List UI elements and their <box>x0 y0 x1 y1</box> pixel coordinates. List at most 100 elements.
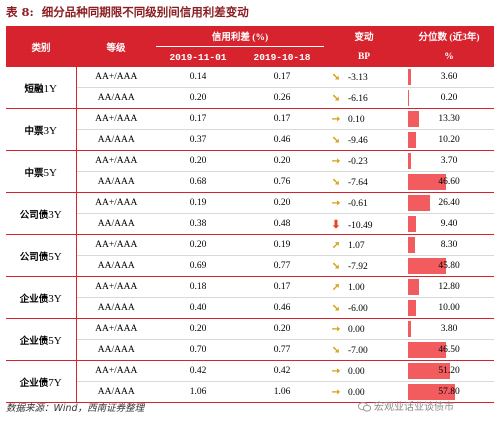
category-term: 3Y <box>43 124 57 137</box>
change-value: -7.64 <box>348 177 368 188</box>
change-cell: ➘ -7.64 <box>324 171 405 193</box>
category-cell: 企业债5Y <box>6 318 77 361</box>
percentile-cell: 45.80 <box>404 255 495 277</box>
percentile-cell: 3.80 <box>404 318 495 340</box>
category-term: 5Y <box>43 166 57 179</box>
caption-title: 细分品种同期限不同级别间信用利差变动 <box>41 5 249 19</box>
category-cell: 公司债3Y <box>6 192 77 235</box>
table-row: AA/AAA 0.20 0.26 ➘ -6.16 0.20 <box>6 87 495 109</box>
percentile-value: 13.30 <box>438 114 460 124</box>
source-note: 数据来源：Wind，西南证券整理 <box>6 403 145 414</box>
grade-cell: AA+/AAA <box>76 67 156 88</box>
arrow-right-icon: ➙ <box>331 197 341 209</box>
change-value: -6.00 <box>348 303 368 314</box>
table-row: AA/AAA 0.68 0.76 ➘ -7.64 46.60 <box>6 171 495 193</box>
arrow-down-right-icon: ➘ <box>331 260 341 272</box>
percentile-cell: 9.40 <box>404 213 495 235</box>
header-percentile: 分位数 (近3年) <box>404 26 495 47</box>
table-row: AA/AAA 0.37 0.46 ➘ -9.46 10.20 <box>6 129 495 151</box>
spread-2019-10-18-cell: 0.46 <box>240 129 325 151</box>
category-name: 企业债 <box>19 378 49 389</box>
grade-cell: AA+/AAA <box>76 150 156 172</box>
table-caption: 表 8: 细分品种同期限不同级别间信用利差变动 <box>6 4 249 20</box>
arrow-up-right-icon: ➚ <box>331 239 341 251</box>
percentile-bar <box>408 342 447 358</box>
spread-2019-10-18-cell: 0.76 <box>240 171 325 193</box>
spread-2019-11-01-cell: 0.14 <box>156 67 240 88</box>
percentile-bar <box>408 132 417 148</box>
change-cell: ➘ -7.00 <box>324 339 405 361</box>
change-cell: ➙ 0.00 <box>324 318 405 340</box>
grade-cell: AA/AAA <box>76 255 156 277</box>
arrow-up-right-icon: ➚ <box>331 281 341 293</box>
spread-2019-10-18-cell: 0.42 <box>240 360 325 382</box>
change-value: -7.00 <box>348 345 368 356</box>
spread-2019-11-01-cell: 0.70 <box>156 339 240 361</box>
arrow-down-icon: ⬇ <box>331 218 341 231</box>
percentile-bar <box>408 321 412 337</box>
arrow-right-icon: ➙ <box>331 155 341 167</box>
table-row: AA/AAA 0.69 0.77 ➘ -7.92 45.80 <box>6 255 495 277</box>
change-cell: ➙ 0.00 <box>324 381 405 403</box>
spread-table: 类别 等级 信用利差 (%) 变动 分位数 (近3年) 2019-11-01 2… <box>6 26 495 403</box>
percentile-bar <box>408 363 450 379</box>
percentile-value: 12.80 <box>438 282 460 292</box>
percentile-cell: 12.80 <box>404 276 495 298</box>
change-cell: ➙ 0.00 <box>324 360 405 382</box>
change-cell: ➙ -0.61 <box>324 192 405 214</box>
percentile-cell: 8.30 <box>404 234 495 256</box>
spread-2019-11-01-cell: 0.18 <box>156 276 240 298</box>
change-cell: ➘ -9.46 <box>324 129 405 151</box>
category-term: 1Y <box>43 82 57 95</box>
arrow-down-right-icon: ➘ <box>331 134 341 146</box>
percentile-cell: 46.50 <box>404 339 495 361</box>
spread-2019-10-18-cell: 0.20 <box>240 192 325 214</box>
spread-2019-10-18-cell: 0.20 <box>240 150 325 172</box>
percentile-bar <box>408 237 415 253</box>
category-term: 5Y <box>48 250 62 263</box>
category-name: 中票 <box>24 126 44 137</box>
spread-2019-11-01-cell: 0.20 <box>156 87 240 109</box>
spread-2019-10-18-cell: 0.77 <box>240 339 325 361</box>
change-value: -9.46 <box>348 135 368 146</box>
header-date-2: 2019-10-18 <box>240 46 325 67</box>
percentile-cell: 26.40 <box>404 192 495 214</box>
percentile-bar <box>408 153 412 169</box>
percentile-bar <box>408 111 419 127</box>
change-cell: ➘ -7.92 <box>324 255 405 277</box>
spread-2019-11-01-cell: 0.20 <box>156 150 240 172</box>
percentile-value: 10.20 <box>438 135 460 145</box>
arrow-right-icon: ➙ <box>331 365 341 377</box>
spread-2019-10-18-cell: 0.20 <box>240 318 325 340</box>
header-change: 变动 <box>324 26 405 47</box>
spread-2019-10-18-cell: 0.17 <box>240 67 325 88</box>
change-value: 1.07 <box>348 240 365 251</box>
category-term: 3Y <box>48 208 62 221</box>
change-value: -10.49 <box>348 220 373 231</box>
spread-2019-11-01-cell: 0.19 <box>156 192 240 214</box>
percentile-value: 46.60 <box>438 177 460 187</box>
grade-cell: AA+/AAA <box>76 276 156 298</box>
spread-2019-11-01-cell: 0.37 <box>156 129 240 151</box>
category-cell: 企业债3Y <box>6 276 77 319</box>
header-date-1: 2019-11-01 <box>156 46 240 67</box>
percentile-cell: 10.20 <box>404 129 495 151</box>
arrow-down-right-icon: ➘ <box>331 302 341 314</box>
change-cell: ⬇ -10.49 <box>324 213 405 235</box>
change-value: 0.10 <box>348 114 365 125</box>
spread-2019-10-18-cell: 0.48 <box>240 213 325 235</box>
category-name: 中票 <box>24 168 44 179</box>
watermark-text: 宏观业话业谈债市 <box>374 402 454 413</box>
change-value: 0.00 <box>348 324 365 335</box>
percentile-value: 51.20 <box>438 366 460 376</box>
change-value: -3.13 <box>348 72 368 83</box>
table-row: 公司债5Y AA+/AAA 0.20 0.19 ➚ 1.07 8.30 <box>6 234 495 277</box>
arrow-down-right-icon: ➘ <box>331 344 341 356</box>
category-cell: 公司债5Y <box>6 234 77 277</box>
percentile-bar <box>408 258 446 274</box>
grade-cell: AA+/AAA <box>76 108 156 130</box>
category-name: 公司债 <box>19 252 49 263</box>
spread-2019-11-01-cell: 0.20 <box>156 234 240 256</box>
percentile-value: 57.80 <box>438 387 460 397</box>
change-cell: ➘ -3.13 <box>324 67 405 88</box>
